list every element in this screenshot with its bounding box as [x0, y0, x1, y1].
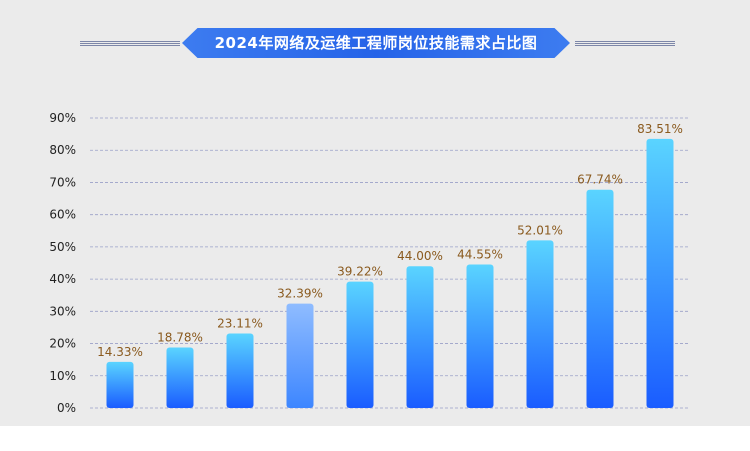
y-axis-ticks: 0% 10% 20% 30% 40% 50% 60% 70% 80% 90%	[49, 111, 76, 415]
title-bar: 2024年网络及运维工程师岗位技能需求占比图	[0, 20, 750, 66]
y-tick-label: 50%	[49, 240, 76, 254]
data-label: 18.78%	[157, 330, 203, 344]
y-tick-label: 20%	[49, 337, 76, 351]
bar	[226, 333, 254, 408]
y-tick-label: 60%	[49, 208, 76, 222]
title-left-decoration	[80, 41, 180, 46]
bar	[466, 264, 494, 408]
y-tick-label: 80%	[49, 143, 76, 157]
data-label: 23.11%	[217, 317, 263, 331]
data-label: 32.39%	[277, 287, 323, 301]
data-label: 14.33%	[97, 345, 143, 359]
data-label: 44.55%	[457, 247, 503, 261]
title-badge: 2024年网络及运维工程师岗位技能需求占比图	[182, 28, 570, 58]
bar	[106, 361, 134, 408]
bar	[646, 138, 674, 408]
bar	[166, 347, 194, 408]
data-label: 44.00%	[397, 249, 443, 263]
title-right-decoration	[575, 41, 675, 46]
bar	[586, 189, 614, 408]
y-tick-label: 40%	[49, 272, 76, 286]
bar	[526, 240, 554, 408]
bar	[406, 266, 434, 408]
chart-title: 2024年网络及运维工程师岗位技能需求占比图	[214, 34, 538, 52]
y-tick-label: 70%	[49, 175, 76, 189]
data-label: 39.22%	[337, 265, 383, 279]
data-label: 67.74%	[577, 173, 623, 187]
bar	[286, 303, 314, 408]
y-tick-label: 30%	[49, 304, 76, 318]
y-tick-label: 90%	[49, 111, 76, 125]
bottom-band	[0, 426, 750, 451]
bar	[346, 281, 374, 408]
bars	[106, 138, 674, 408]
y-tick-label: 10%	[49, 369, 76, 383]
y-tick-label: 0%	[57, 401, 76, 415]
data-label: 52.01%	[517, 223, 563, 237]
data-label: 83.51%	[637, 122, 683, 136]
data-labels: 14.33% 18.78% 23.11% 32.39% 39.22% 44.00% 44.5…	[97, 122, 683, 359]
